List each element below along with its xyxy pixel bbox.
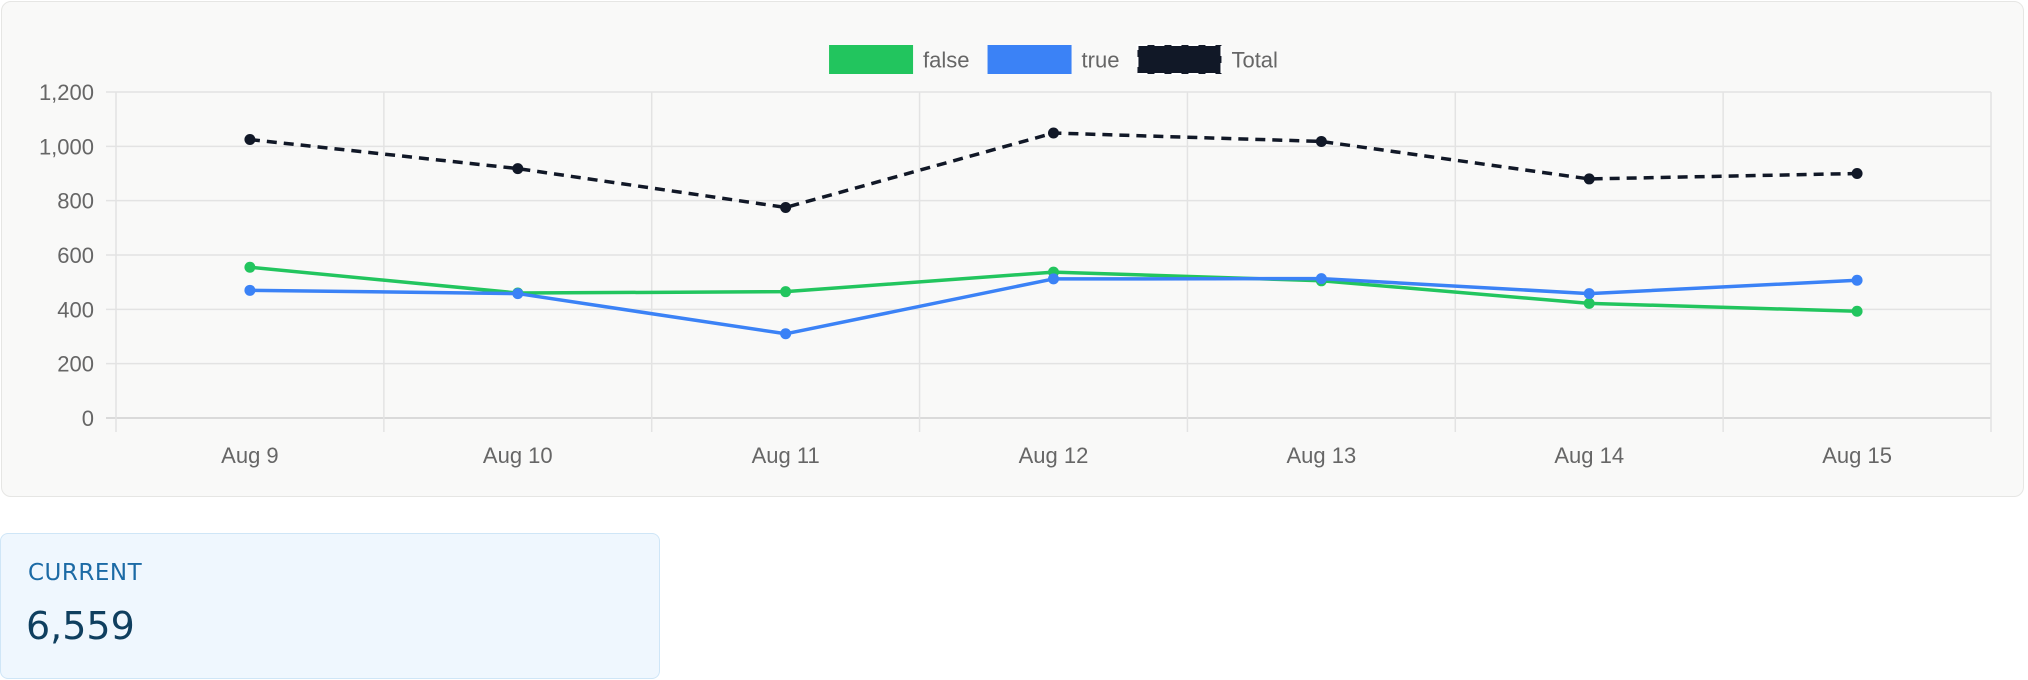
chart-legend: false true Total (829, 44, 1278, 75)
legend-swatch (987, 45, 1072, 74)
data-point-false[interactable] (1851, 305, 1863, 317)
data-point-total[interactable] (1048, 127, 1059, 139)
stat-value: 6,559 (26, 604, 135, 648)
data-point-total[interactable] (1583, 173, 1595, 185)
data-point-total[interactable] (512, 163, 524, 175)
data-point-true[interactable] (244, 284, 256, 296)
x-tick-label: Aug 11 (752, 443, 820, 468)
data-point-false[interactable] (244, 261, 256, 273)
data-point-true[interactable] (780, 328, 792, 340)
y-tick-label: 0 (82, 406, 94, 431)
chart-card: 0 200 400 600 800 1,000 1,200 Aug 9 Aug 10 Aug 1… (1, 1, 2024, 497)
data-point-false[interactable] (1583, 297, 1595, 309)
legend-label: true (1082, 48, 1120, 73)
chart-series (244, 127, 1863, 340)
x-tick-label: Aug 12 (1019, 443, 1089, 468)
stat-label: CURRENT (28, 560, 143, 586)
x-tick-label: Aug 10 (483, 443, 553, 468)
legend-item-true[interactable]: true (987, 45, 1120, 74)
y-tick-label: 400 (57, 297, 94, 322)
data-point-true[interactable] (1048, 273, 1059, 285)
y-axis: 0 200 400 600 800 1,000 1,200 (39, 80, 94, 431)
x-tick-label: Aug 9 (221, 443, 279, 468)
data-point-total[interactable] (780, 201, 792, 213)
series-line-total (249, 131, 1858, 210)
data-point-true[interactable] (1583, 288, 1595, 300)
data-point-total[interactable] (1851, 168, 1863, 179)
x-tick-label: Aug 13 (1286, 443, 1356, 468)
x-axis: Aug 9 Aug 10 Aug 11 Aug 12 Aug 13 Aug 14 Aug 1… (221, 443, 1892, 468)
line-chart: 0 200 400 600 800 1,000 1,200 Aug 9 Aug 10 Aug 1… (39, 44, 1992, 468)
current-stat-card: CURRENT 6,559 (0, 533, 660, 679)
legend-swatch (1136, 44, 1223, 75)
x-tick-label: Aug 14 (1554, 443, 1624, 468)
series-line-true (249, 276, 1858, 336)
y-tick-label: 600 (57, 243, 94, 268)
data-point-false[interactable] (780, 286, 792, 298)
legend-label: Total (1231, 48, 1277, 73)
y-tick-label: 200 (57, 352, 94, 377)
legend-swatch (829, 45, 914, 74)
legend-item-false[interactable]: false (829, 45, 970, 74)
legend-label: false (923, 48, 969, 73)
data-point-total[interactable] (1315, 135, 1327, 147)
data-point-true[interactable] (512, 288, 524, 300)
data-point-true[interactable] (1851, 274, 1863, 286)
data-point-total[interactable] (244, 134, 256, 146)
legend-item-total[interactable]: Total (1136, 44, 1278, 75)
y-tick-label: 800 (57, 189, 94, 214)
chart-grid (106, 91, 1992, 432)
data-point-true[interactable] (1315, 273, 1327, 285)
y-tick-label: 1,200 (39, 80, 94, 105)
x-tick-label: Aug 15 (1822, 443, 1892, 468)
y-tick-label: 1,000 (39, 134, 94, 159)
